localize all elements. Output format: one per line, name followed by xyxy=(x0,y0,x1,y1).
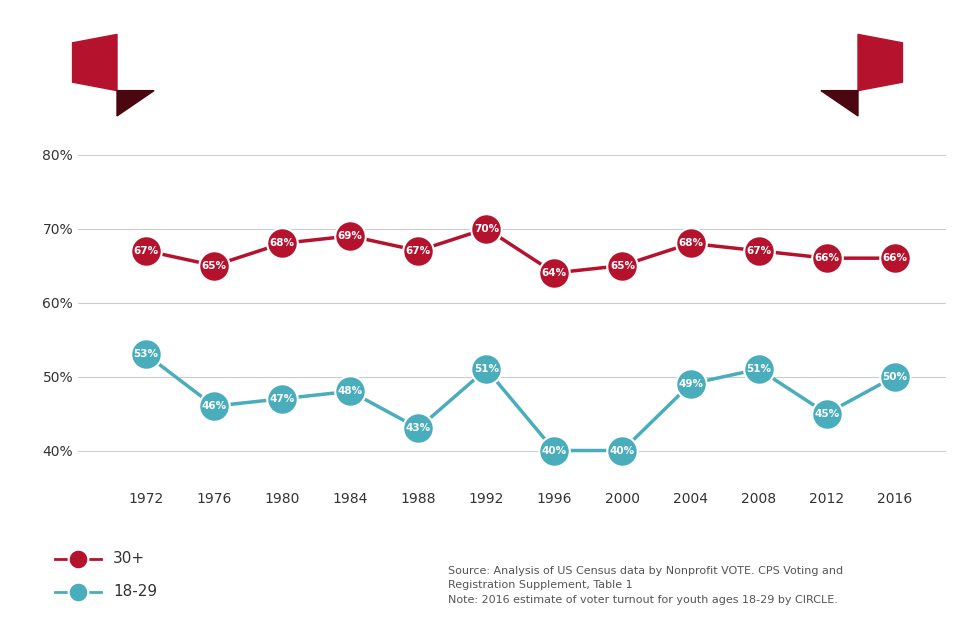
Point xyxy=(342,386,358,396)
Text: 50%: 50% xyxy=(882,371,907,381)
Point xyxy=(138,349,154,359)
Point xyxy=(410,246,426,256)
Text: 45%: 45% xyxy=(814,409,839,419)
Point xyxy=(274,238,290,248)
Polygon shape xyxy=(72,34,117,91)
Point xyxy=(547,446,563,456)
Point xyxy=(479,224,494,234)
Text: 53%: 53% xyxy=(134,349,159,359)
Point xyxy=(614,261,630,271)
Text: 65%: 65% xyxy=(610,261,635,271)
Text: 51%: 51% xyxy=(746,364,771,374)
Text: 30+: 30+ xyxy=(113,551,145,566)
Text: 47%: 47% xyxy=(269,394,294,404)
Polygon shape xyxy=(117,91,154,116)
Point xyxy=(342,231,358,241)
Text: 69%: 69% xyxy=(337,231,363,241)
Point xyxy=(751,364,766,374)
Point xyxy=(614,446,630,456)
Text: 43%: 43% xyxy=(406,423,431,433)
Point xyxy=(274,394,290,404)
Point xyxy=(682,238,698,248)
Text: 68%: 68% xyxy=(270,238,294,248)
Point xyxy=(70,586,86,596)
Point xyxy=(547,268,563,278)
Text: 18-29: 18-29 xyxy=(113,584,157,599)
Text: 66%: 66% xyxy=(814,253,839,263)
Text: 66%: 66% xyxy=(882,253,907,263)
Text: 64%: 64% xyxy=(542,268,567,278)
Polygon shape xyxy=(821,91,858,116)
Text: 40%: 40% xyxy=(542,446,567,456)
Text: 67%: 67% xyxy=(406,246,431,256)
Point xyxy=(751,246,766,256)
Point xyxy=(138,246,154,256)
Text: 70%: 70% xyxy=(474,224,499,234)
Text: Source: Analysis of US Census data by Nonprofit VOTE. CPS Voting and
Registratio: Source: Analysis of US Census data by No… xyxy=(448,566,843,605)
Text: 67%: 67% xyxy=(746,246,771,256)
Text: 65%: 65% xyxy=(202,261,226,271)
Text: VOTER TURNOUT BY AGE: VOTER TURNOUT BY AGE xyxy=(342,52,633,72)
Point xyxy=(887,253,903,263)
Point xyxy=(479,364,494,374)
Point xyxy=(70,554,86,564)
Text: 48%: 48% xyxy=(337,386,363,396)
Text: 51%: 51% xyxy=(474,364,499,374)
Point xyxy=(682,379,698,389)
Point xyxy=(207,401,222,411)
Text: 40%: 40% xyxy=(610,446,635,456)
Point xyxy=(887,371,903,381)
Point xyxy=(819,253,835,263)
Polygon shape xyxy=(858,34,903,91)
Text: 46%: 46% xyxy=(202,401,226,411)
Text: 67%: 67% xyxy=(134,246,159,256)
Point xyxy=(819,409,835,419)
Text: 49%: 49% xyxy=(678,379,703,389)
Point xyxy=(410,423,426,433)
Point xyxy=(207,261,222,271)
Text: 68%: 68% xyxy=(678,238,703,248)
